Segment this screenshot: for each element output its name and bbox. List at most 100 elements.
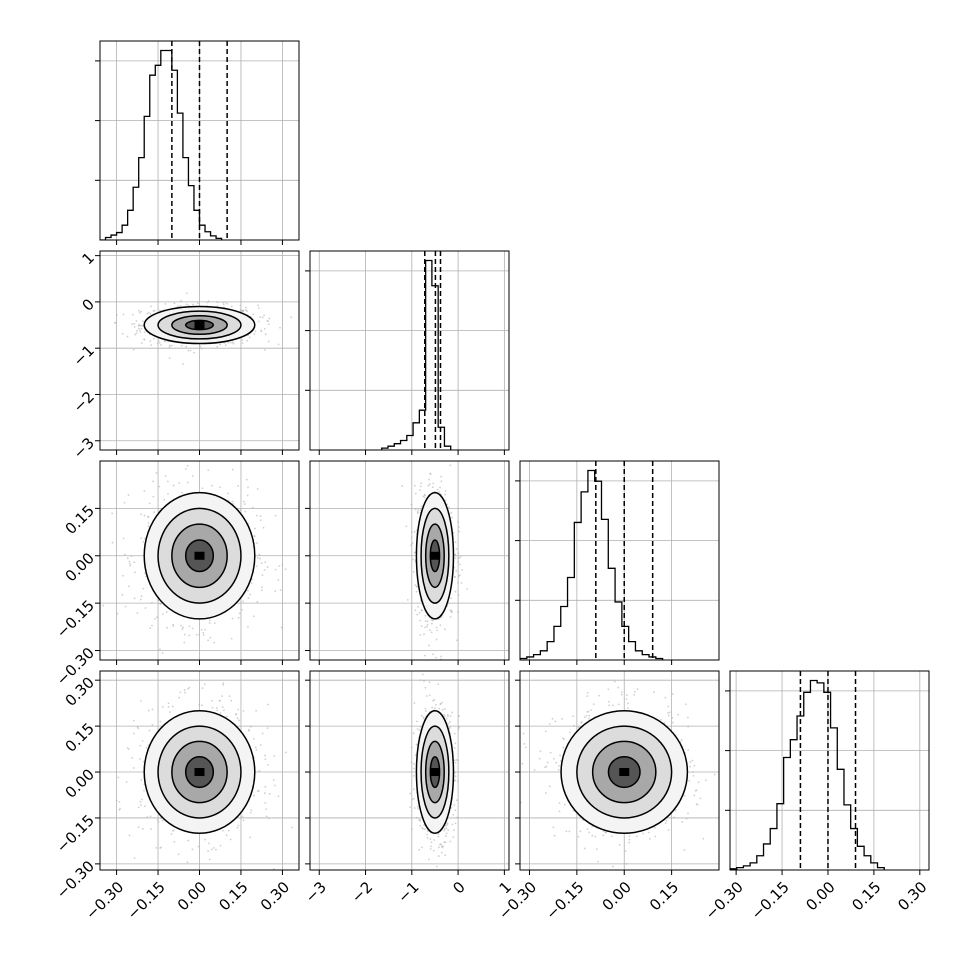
scatter-point — [279, 327, 281, 329]
scatter-point — [240, 509, 242, 511]
scatter-point — [264, 758, 266, 760]
scatter-point — [153, 338, 155, 340]
scatter-point — [591, 835, 593, 837]
scatter-point — [149, 627, 151, 629]
scatter-point — [152, 709, 154, 711]
scatter-point — [140, 804, 142, 806]
scatter-point — [236, 827, 238, 829]
scatter-point — [156, 616, 158, 618]
scatter-point — [149, 502, 151, 504]
scatter-point — [421, 505, 423, 507]
scatter-point — [461, 582, 463, 584]
scatter-point — [139, 312, 141, 314]
scatter-point — [162, 820, 164, 822]
scatter-point — [238, 719, 240, 721]
scatter-point — [264, 349, 266, 351]
scatter-point — [216, 346, 218, 348]
scatter-point — [129, 563, 131, 565]
grid — [529, 461, 671, 660]
scatter-point — [274, 590, 276, 592]
scatter-point — [257, 304, 259, 306]
scatter-point — [241, 339, 243, 341]
x-ticks — [117, 870, 283, 875]
scatter-point — [427, 837, 429, 839]
scatter-point — [142, 740, 144, 742]
scatter-point — [411, 747, 413, 749]
scatter-point — [452, 814, 454, 816]
scatter-point — [222, 684, 224, 686]
scatter-point — [414, 807, 416, 809]
scatter-point — [237, 717, 239, 719]
scatter-point — [141, 799, 143, 801]
scatter-point — [420, 679, 422, 681]
scatter-point — [255, 710, 257, 712]
scatter-point — [181, 628, 183, 630]
scatter-point — [188, 635, 190, 637]
scatter-point — [162, 652, 164, 654]
scatter-point — [673, 816, 675, 818]
scatter-point — [171, 345, 173, 347]
scatter-point — [211, 700, 213, 702]
scatter-point — [268, 817, 270, 819]
scatter-point — [413, 768, 415, 770]
scatter-point — [267, 704, 269, 706]
scatter-point — [534, 769, 536, 771]
scatter-point — [144, 805, 146, 807]
scatter-point — [127, 747, 129, 749]
scatter-point — [455, 759, 457, 761]
scatter-point — [246, 479, 248, 481]
scatter-point — [198, 634, 200, 636]
scatter-point — [587, 828, 589, 830]
scatter-point — [259, 770, 261, 772]
scatter-point — [413, 788, 415, 790]
scatter-point — [184, 634, 186, 636]
scatter-point — [413, 798, 415, 800]
scatter-point — [455, 570, 457, 572]
scatter-point — [253, 738, 255, 740]
scatter-point — [174, 302, 176, 304]
scatter-point — [436, 627, 438, 629]
scatter-point — [423, 633, 425, 635]
scatter-point — [151, 724, 153, 726]
scatter-point — [456, 799, 458, 801]
scatter-point — [119, 801, 121, 803]
scatter-point — [457, 561, 459, 563]
scatter-point — [258, 554, 260, 556]
scatter-point — [140, 513, 142, 515]
scatter-point — [192, 304, 194, 306]
scatter-point — [456, 817, 458, 819]
scatter-point — [182, 363, 184, 365]
scatter-point — [409, 793, 411, 795]
scatter-point — [140, 779, 142, 781]
scatter-point — [448, 506, 450, 508]
axes-frame — [310, 671, 509, 870]
scatter-point — [253, 615, 255, 617]
scatter-point — [138, 328, 140, 330]
scatter-point — [134, 857, 136, 859]
y-ticks — [95, 256, 100, 441]
scatter-point — [415, 493, 417, 495]
scatter-point — [424, 626, 426, 628]
density-peak — [195, 552, 205, 560]
scatter-point — [437, 489, 439, 491]
scatter-point — [255, 747, 257, 749]
scatter-point — [150, 344, 152, 346]
scatter-point — [258, 790, 260, 792]
scatter-point — [418, 819, 420, 821]
scatter-point — [145, 607, 147, 609]
scatter-point — [692, 760, 694, 762]
scatter-point — [186, 292, 188, 294]
scatter-point — [278, 565, 280, 567]
scatter-point — [273, 779, 275, 781]
scatter-point — [146, 747, 148, 749]
scatter-point — [204, 683, 206, 685]
scatter-point — [159, 486, 161, 488]
scatter-point — [457, 780, 459, 782]
scatter-point — [180, 625, 182, 627]
scatter-point — [439, 487, 441, 489]
scatter-point — [131, 555, 133, 557]
density-peak — [430, 552, 440, 560]
scatter-point — [254, 528, 256, 530]
scatter-point — [266, 816, 268, 818]
